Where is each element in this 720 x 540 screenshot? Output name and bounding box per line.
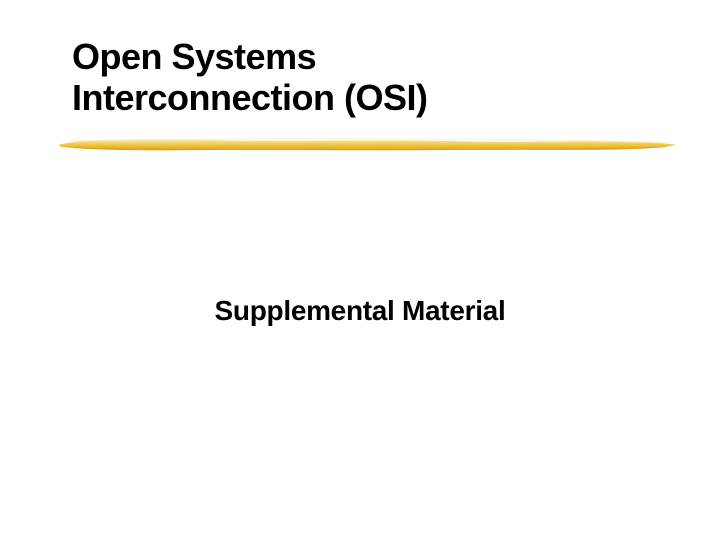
slide-subtitle: Supplemental Material [0, 295, 720, 327]
title-line-2: Interconnection (OSI) [72, 77, 428, 118]
title-underline [50, 136, 680, 154]
title-line-1: Open Systems [72, 36, 428, 77]
slide-title: Open Systems Interconnection (OSI) [72, 36, 428, 119]
slide: Open Systems Interconnection (OSI) Suppl… [0, 0, 720, 540]
